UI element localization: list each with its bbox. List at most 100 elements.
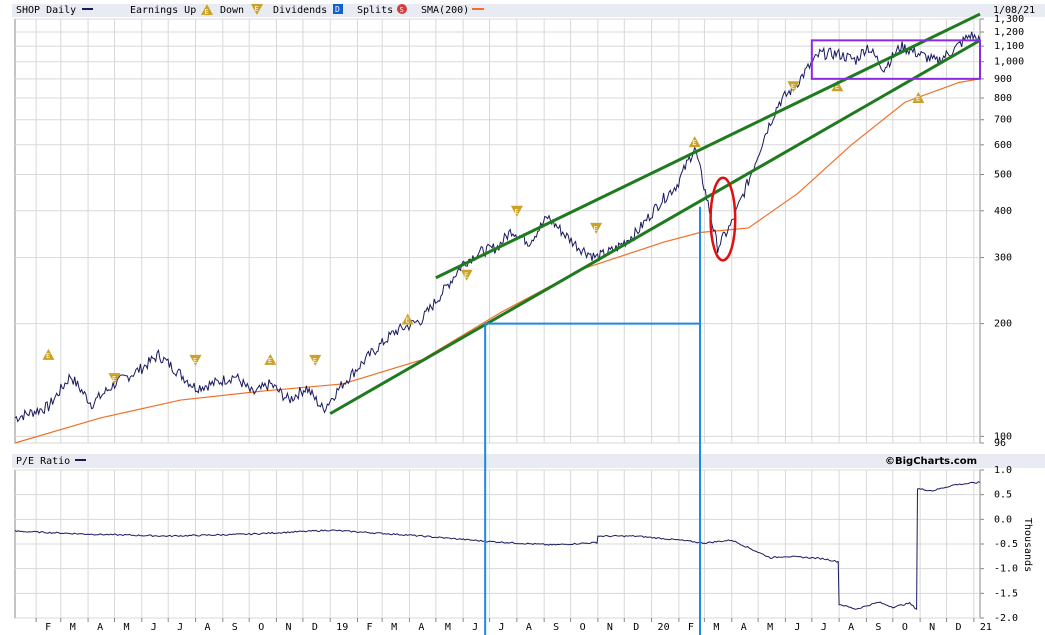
earnings-down-marker: E: [189, 354, 202, 366]
earnings-markers: E E E E E E E E E E E E E: [42, 80, 925, 385]
svg-text:E: E: [514, 208, 518, 216]
x-tick-label: M: [391, 622, 397, 633]
svg-text:E: E: [268, 357, 272, 365]
down-label: Down: [220, 5, 244, 16]
x-tick-label: F: [688, 622, 694, 633]
price-series: [14, 31, 981, 423]
symbol-label: SHOP Daily: [16, 5, 76, 16]
x-tick-label: S: [553, 622, 559, 633]
pe-line: [14, 481, 981, 610]
earnings-up-marker: E: [688, 136, 701, 148]
price-line: [14, 31, 981, 423]
y-tick-label: 700: [994, 115, 1012, 126]
svg-text:E: E: [791, 83, 795, 91]
earnings-up-marker: E: [401, 313, 414, 325]
lower-panel-title: P/E Ratio: [16, 456, 70, 467]
chart-annotations: [329, 12, 982, 415]
earnings-down-marker: E: [309, 354, 322, 366]
dividends-label: Dividends: [273, 5, 327, 16]
y-tick-label: 0.5: [994, 490, 1012, 501]
x-tick-label: A: [848, 622, 854, 633]
consolidation-box: [810, 39, 982, 80]
x-tick-label: 21: [980, 622, 992, 633]
sma-line: [14, 78, 981, 444]
x-tick-label: N: [607, 622, 613, 633]
x-tick-label: O: [580, 622, 586, 633]
svg-text:E: E: [594, 225, 598, 233]
y-tick-label: 1,000: [994, 57, 1024, 68]
svg-text:S: S: [400, 6, 404, 14]
credit-label: ©BigCharts.com: [885, 456, 977, 467]
x-tick-label: N: [929, 622, 935, 633]
earnings-up-marker: E: [42, 348, 55, 360]
pe-series: [14, 481, 981, 610]
x-tick-label: O: [258, 622, 264, 633]
x-tick-label: S: [232, 622, 238, 633]
channel-upper-line: [435, 12, 981, 280]
price-grid: [15, 18, 980, 444]
measured-move: [484, 206, 702, 635]
x-tick-label: A: [741, 622, 747, 633]
x-tick-label: J: [794, 622, 800, 633]
pe-grid: [15, 469, 980, 619]
channel-lower-line: [329, 39, 981, 415]
x-tick-label: A: [418, 622, 424, 633]
splits-icon: S: [397, 4, 407, 14]
x-tick-label: D: [633, 622, 639, 633]
earnings-down-marker: E: [108, 373, 121, 385]
y-tick-label: 1,100: [994, 41, 1024, 52]
earnings-down-icon: E: [251, 4, 263, 15]
y-tick-label: -1.0: [994, 564, 1018, 575]
x-tick-label: D: [956, 622, 962, 633]
earnings-down-marker: E: [787, 81, 800, 93]
y-tick-label: 300: [994, 253, 1012, 264]
y-tick-label: 1,300: [994, 14, 1024, 25]
splits-label: Splits: [357, 5, 393, 16]
x-tick-label: S: [875, 622, 881, 633]
svg-text:E: E: [46, 352, 50, 360]
y-tick-label: -1.5: [994, 588, 1018, 599]
x-tick-label: D: [312, 622, 318, 633]
y-tick-label: 600: [994, 140, 1012, 151]
svg-text:E: E: [112, 375, 116, 383]
y-tick-label: 1.0: [994, 465, 1012, 476]
lower-header-bar: [12, 454, 1045, 468]
y-tick-label: -0.5: [994, 539, 1018, 550]
y-tick-label: 96: [994, 438, 1006, 449]
y-tick-label: 500: [994, 169, 1012, 180]
x-tick-label: M: [713, 622, 719, 633]
earnings-up-marker: E: [264, 353, 277, 365]
x-tick-label: J: [821, 622, 827, 633]
sma-series: [14, 78, 981, 444]
x-tick-label: N: [285, 622, 291, 633]
y-tick-label: 400: [994, 206, 1012, 217]
earnings-up-marker: E: [912, 91, 925, 103]
x-tick-label: J: [499, 622, 505, 633]
x-tick-label: M: [123, 622, 129, 633]
y-tick-label: 800: [994, 93, 1012, 104]
svg-text:E: E: [916, 95, 920, 103]
sma-label: SMA(200): [421, 5, 469, 16]
earnings-up-icon: E: [201, 4, 213, 16]
x-tick-label: 20: [658, 622, 670, 633]
x-tick-label: A: [526, 622, 532, 633]
earnings-down-marker: E: [510, 205, 523, 217]
svg-text:E: E: [835, 83, 839, 91]
svg-text:D: D: [335, 5, 340, 14]
svg-text:E: E: [205, 8, 209, 16]
x-tick-label: J: [177, 622, 183, 633]
earnings-up-label: Earnings Up: [130, 5, 196, 16]
header-bar: [12, 4, 1045, 17]
x-tick-label: O: [902, 622, 908, 633]
y-tick-label: 200: [994, 319, 1012, 330]
svg-text:E: E: [313, 357, 317, 365]
y-tick-label: 0.0: [994, 514, 1012, 525]
covid-dip-ellipse: [709, 176, 737, 262]
x-tick-label: J: [151, 622, 157, 633]
x-tick-label: M: [70, 622, 76, 633]
y-tick-label: -2.0: [994, 613, 1018, 624]
x-tick-label: M: [767, 622, 773, 633]
y-tick-label: 100: [994, 431, 1012, 442]
